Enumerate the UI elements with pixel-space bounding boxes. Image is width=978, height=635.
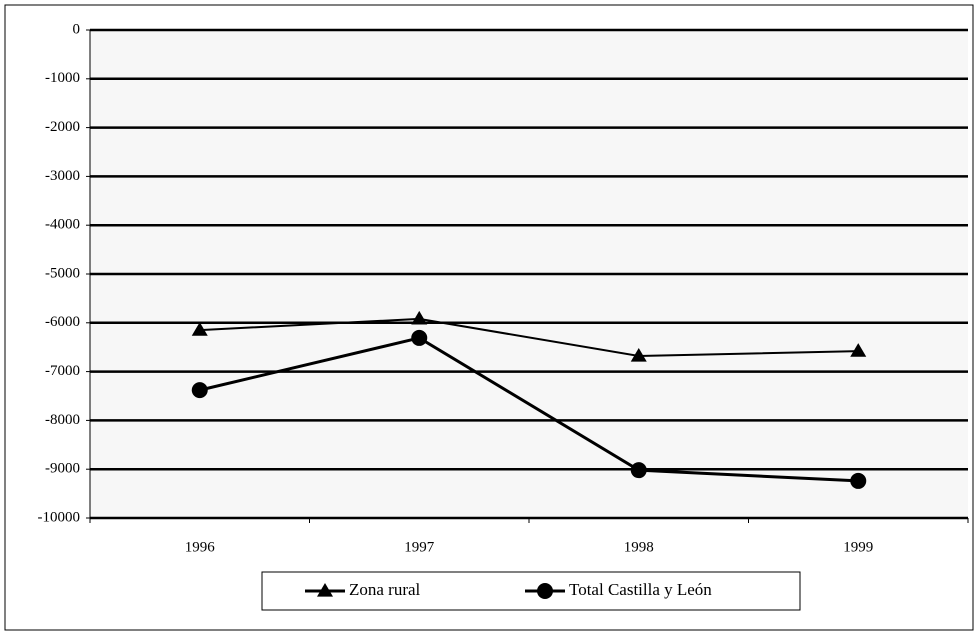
legend-label: Total Castilla y León [569,580,712,599]
x-tick-label: 1999 [843,539,873,555]
marker [630,462,647,479]
y-tick-label: -9000 [45,461,80,477]
marker [630,347,647,362]
marker [537,583,553,599]
x-tick-label: 1996 [185,539,216,555]
marker [411,329,428,346]
series-line [199,317,859,357]
series-line [199,336,859,483]
marker [850,343,867,357]
y-tick-label: -10000 [38,509,81,525]
y-tick-label: -7000 [45,363,80,379]
x-tick-label: 1998 [624,539,654,555]
legend-label: Zona rural [349,580,421,599]
y-tick-label: -2000 [45,119,80,135]
marker [850,472,867,489]
marker [317,583,333,597]
y-tick-label: -3000 [45,168,80,184]
y-tick-label: -6000 [45,314,80,330]
marker [191,382,208,399]
y-tick-label: 0 [73,21,81,37]
y-tick-label: -1000 [45,70,80,86]
marker [191,322,208,336]
y-tick-label: -4000 [45,217,80,233]
y-tick-label: -5000 [45,265,80,281]
y-tick-label: -8000 [45,412,80,428]
marker [411,310,428,325]
x-tick-label: 1997 [404,539,435,555]
